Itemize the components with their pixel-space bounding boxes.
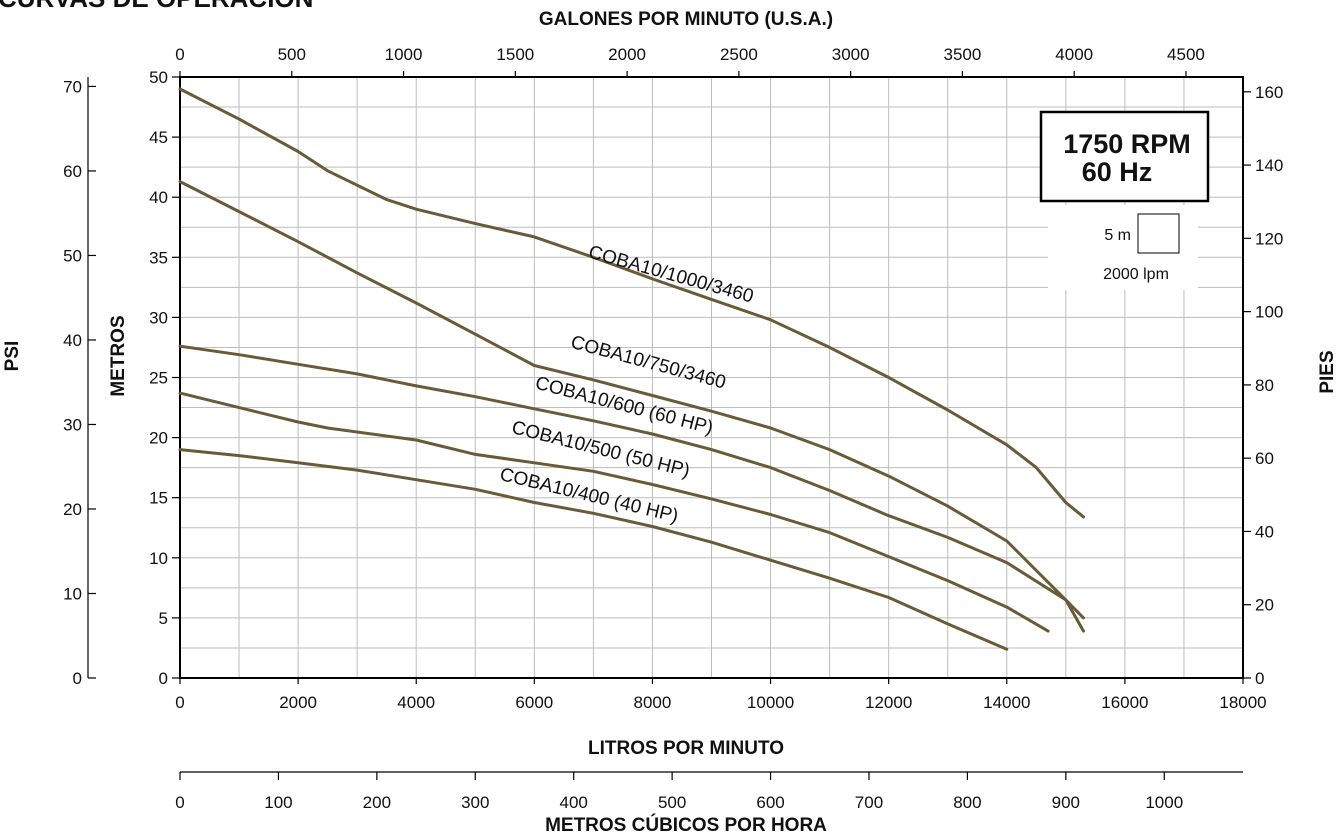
right-tick-label: 60 [1255, 449, 1274, 468]
right-tick-label: 140 [1255, 156, 1283, 175]
psi-tick-label: 40 [63, 331, 82, 350]
curve-line [178, 344, 1085, 620]
x-tick-label: 18000 [1219, 693, 1266, 712]
top-tick-label: 0 [175, 45, 184, 64]
y-tick-label: 0 [159, 669, 168, 688]
m3h-tick-label: 100 [264, 793, 292, 812]
right-axis-title: PIES [1317, 350, 1338, 393]
x-tick-label: 2000 [279, 693, 317, 712]
m3h-tick-label: 700 [855, 793, 883, 812]
scale-legend-vertical: 5 m [1104, 227, 1131, 244]
m3h-axis-ticks: 0 100 200 300 400 500 600 700 800 900 1000 [175, 772, 1183, 812]
info-box-hz: 60 Hz [1082, 157, 1153, 187]
x-tick-label: 16000 [1101, 693, 1148, 712]
right-tick-label: 80 [1255, 376, 1274, 395]
x-tick-label: 14000 [983, 693, 1030, 712]
m3h-tick-label: 800 [953, 793, 981, 812]
right-tick-label: 160 [1255, 83, 1283, 102]
top-tick-label: 500 [278, 45, 306, 64]
y-tick-label: 5 [159, 609, 168, 628]
top-axis-ticks: 0 500 1000 1500 2000 2500 3000 3500 4000 4500 [175, 45, 1205, 77]
x-tick-label: 6000 [515, 693, 553, 712]
m3h-tick-label: 400 [560, 793, 588, 812]
curve-line [178, 391, 1050, 633]
psi-tick-label: 70 [63, 77, 82, 96]
curves [178, 87, 1085, 651]
curve-labels: COBA10/1000/3460COBA10/750/3460COBA10/60… [498, 242, 756, 527]
y-axis-title: METROS [108, 315, 129, 396]
psi-tick-label: 30 [63, 415, 82, 434]
psi-tick-label: 20 [63, 500, 82, 519]
top-axis-title: GALONES POR MINUTO (U.S.A.) [539, 9, 833, 30]
m3h-tick-label: 900 [1052, 793, 1080, 812]
psi-axis-title: PSI [2, 341, 23, 372]
y-tick-label: 30 [149, 308, 168, 327]
psi-tick-label: 50 [63, 246, 82, 265]
psi-tick-label: 0 [73, 669, 82, 688]
right-axis-ticks: 0 20 40 60 80 100 120 140 160 [1243, 83, 1283, 688]
m3h-tick-label: 0 [175, 793, 184, 812]
x-tick-label: 8000 [634, 693, 672, 712]
x-axis-title: LITROS POR MINUTO [588, 738, 784, 759]
top-tick-label: 4000 [1055, 45, 1093, 64]
y-tick-label: 15 [149, 489, 168, 508]
x-axis-ticks: 0 2000 4000 6000 8000 10000 12000 14000 16000 180… [175, 678, 1267, 712]
m3h-tick-label: 200 [363, 793, 391, 812]
info-box [1039, 110, 1210, 203]
m3h-tick-label: 1000 [1145, 793, 1183, 812]
right-tick-label: 120 [1255, 229, 1283, 248]
y-tick-label: 50 [149, 68, 168, 87]
info-box-rpm: 1750 RPM [1063, 129, 1191, 159]
right-tick-label: 100 [1255, 303, 1283, 322]
curve-label: COBA10/750/3460 [569, 332, 729, 394]
chart-title: CURVAS DE OPERACIÓN [0, 0, 313, 13]
scale-legend-horizontal: 2000 lpm [1103, 266, 1169, 283]
y-tick-label: 25 [149, 369, 168, 388]
right-tick-label: 20 [1255, 596, 1274, 615]
right-tick-label: 40 [1255, 522, 1274, 541]
grid [180, 77, 1243, 678]
m3h-tick-label: 600 [756, 793, 784, 812]
y-tick-label: 35 [149, 248, 168, 267]
top-tick-label: 1500 [496, 45, 534, 64]
scale-legend-square [1137, 213, 1180, 254]
psi-tick-label: 10 [63, 584, 82, 603]
top-tick-label: 3000 [832, 45, 870, 64]
top-tick-label: 2500 [720, 45, 758, 64]
y-tick-label: 10 [149, 549, 168, 568]
curve-line [178, 448, 1009, 651]
top-tick-label: 1000 [385, 45, 423, 64]
y-tick-label: 40 [149, 188, 168, 207]
y-tick-label: 45 [149, 128, 168, 147]
curve-line [178, 180, 1085, 633]
y-tick-label: 20 [149, 429, 168, 448]
psi-axis-ticks: 0 10 20 30 40 50 60 70 [63, 77, 96, 688]
top-tick-label: 2000 [608, 45, 646, 64]
x-tick-label: 12000 [865, 693, 912, 712]
m3h-tick-label: 500 [658, 793, 686, 812]
x-tick-label: 10000 [747, 693, 794, 712]
top-tick-label: 4500 [1167, 45, 1205, 64]
m3h-axis-title: METROS CÚBICOS POR HORA [545, 814, 827, 836]
curve-label: COBA10/1000/3460 [586, 242, 756, 308]
curve-line [178, 87, 1085, 519]
m3h-tick-label: 300 [461, 793, 489, 812]
y-axis-ticks: 0 5 10 15 20 25 30 35 40 45 50 [149, 68, 180, 688]
x-tick-label: 0 [175, 693, 184, 712]
x-tick-label: 4000 [397, 693, 435, 712]
psi-tick-label: 60 [63, 162, 82, 181]
right-tick-label: 0 [1255, 669, 1264, 688]
top-tick-label: 3500 [944, 45, 982, 64]
